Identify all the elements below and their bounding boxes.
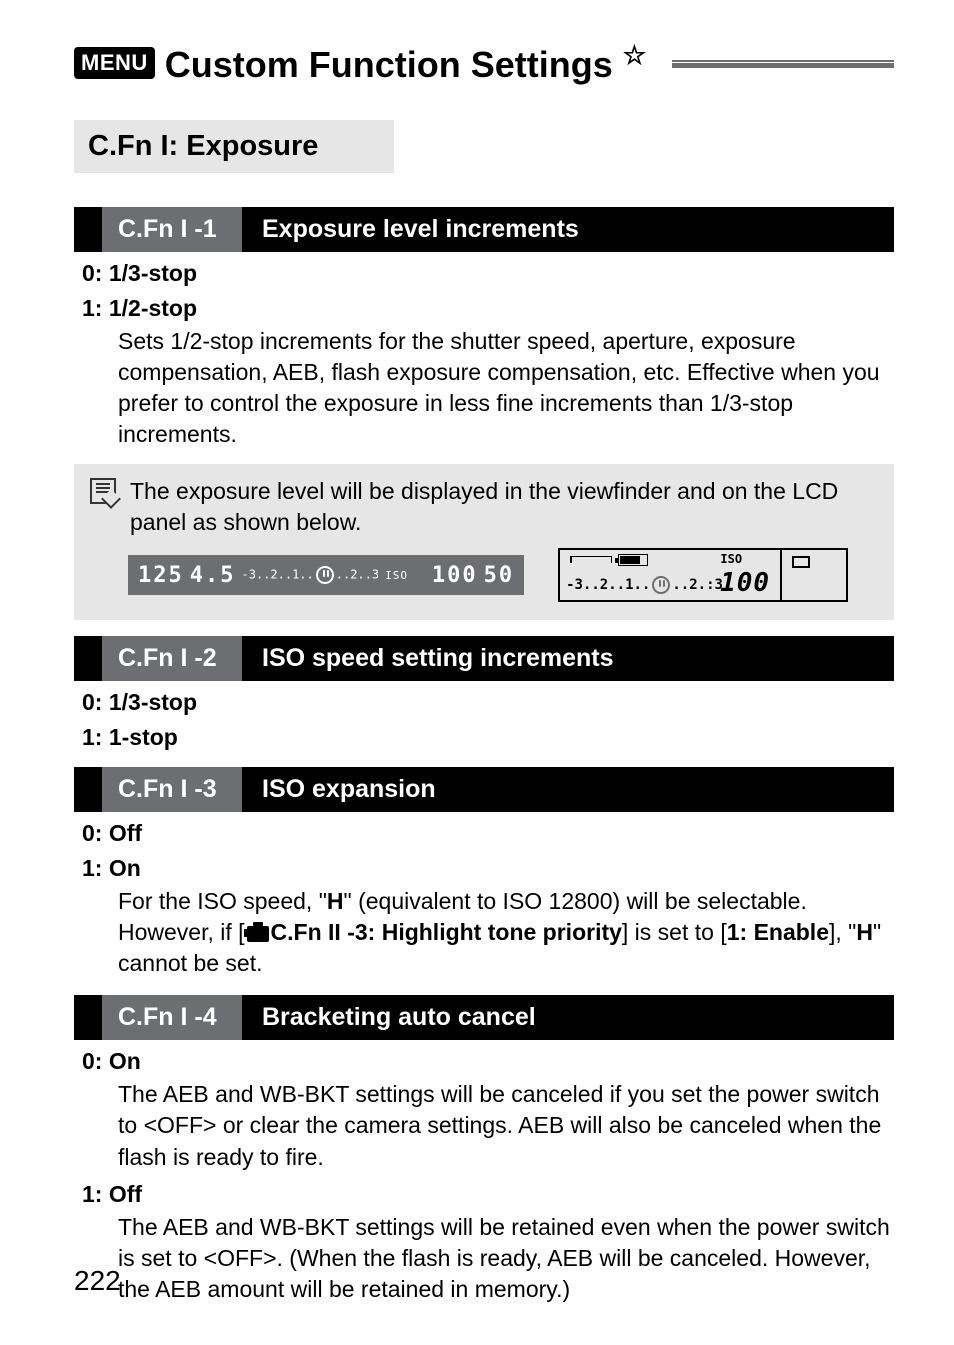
panel-iso-val: 100 — [720, 568, 770, 598]
fn4-opt0: 0: On — [82, 1048, 894, 1075]
note-box: The exposure level will be displayed in … — [74, 464, 894, 620]
lcd-iso-label: ISO — [385, 569, 408, 582]
page-number: 222 — [74, 1265, 121, 1297]
fn2-opt1: 1: 1-stop — [82, 724, 894, 751]
page-title: Custom Function Settings ☆ — [165, 40, 646, 86]
lcd-shutter: 125 — [138, 563, 184, 588]
fn-code-4: C.Fn I -4 — [102, 995, 242, 1040]
fn4-opt1: 1: Off — [82, 1181, 894, 1208]
title-underline — [672, 63, 894, 68]
fn-bar-4: C.Fn I -4 Bracketing auto cancel — [74, 995, 894, 1040]
fn3-opt0: 0: Off — [82, 820, 894, 847]
menu-badge-icon: MENU — [74, 47, 155, 79]
fn1-opt0: 0: 1/3-stop — [82, 260, 894, 287]
fn-code-3: C.Fn I -3 — [102, 767, 242, 812]
fn-title-1: Exposure level increments — [242, 207, 599, 252]
fn3-body: For the ISO speed, "H" (equivalent to IS… — [118, 886, 894, 979]
panel-scale: -3..2..1....2.:3 — [566, 576, 723, 594]
fn4-body1: The AEB and WB-BKT settings will be reta… — [118, 1212, 894, 1305]
star-icon: ☆ — [623, 40, 646, 70]
fn-code-1: C.Fn I -1 — [102, 207, 242, 252]
fn-title-3: ISO expansion — [242, 767, 456, 812]
lcd-shots: 50 — [484, 563, 515, 588]
viewfinder-lcd-panel: 125 4.5 -3..2..1....2..3 ISO 100 50 — [128, 555, 524, 595]
lcd-scale: -3..2..1....2..3 — [242, 566, 380, 584]
page-title-text: Custom Function Settings — [165, 44, 613, 85]
note-text: The exposure level will be displayed in … — [130, 476, 878, 538]
panel-iso-label: ISO — [720, 552, 742, 566]
bracket-icon — [570, 556, 612, 566]
camera-icon — [247, 926, 269, 942]
section-heading: C.Fn I: Exposure — [74, 120, 394, 173]
top-lcd-panel: ISO -3..2..1....2.:3 100 — [558, 548, 848, 602]
page-title-row: MENU Custom Function Settings ☆ — [74, 40, 894, 86]
fn-bar-3: C.Fn I -3 ISO expansion — [74, 767, 894, 812]
fn-title-4: Bracketing auto cancel — [242, 995, 556, 1040]
fn4-body0: The AEB and WB-BKT settings will be canc… — [118, 1079, 894, 1172]
pause-circle-icon — [316, 566, 334, 584]
fn-code-2: C.Fn I -2 — [102, 636, 242, 681]
power-off-label: OFF — [157, 1112, 203, 1138]
fn1-body: Sets 1/2-stop increments for the shutter… — [118, 326, 894, 450]
lcd-iso-val: 100 — [432, 563, 478, 588]
fn3-opt1: 1: On — [82, 855, 894, 882]
panels-row: 125 4.5 -3..2..1....2..3 ISO 100 50 ISO … — [128, 548, 878, 602]
fn2-opt0: 0: 1/3-stop — [82, 689, 894, 716]
fn-title-2: ISO speed setting increments — [242, 636, 634, 681]
lcd-aperture: 4.5 — [190, 563, 236, 588]
fn1-opt1: 1: 1/2-stop — [82, 295, 894, 322]
power-off-label: OFF — [217, 1245, 263, 1271]
battery-icon — [618, 554, 648, 566]
pause-circle-icon — [652, 576, 670, 594]
note-icon — [90, 478, 116, 504]
compact-rect-icon — [792, 556, 810, 568]
fn-bar-2: C.Fn I -2 ISO speed setting increments — [74, 636, 894, 681]
fn-bar-1: C.Fn I -1 Exposure level increments — [74, 207, 894, 252]
